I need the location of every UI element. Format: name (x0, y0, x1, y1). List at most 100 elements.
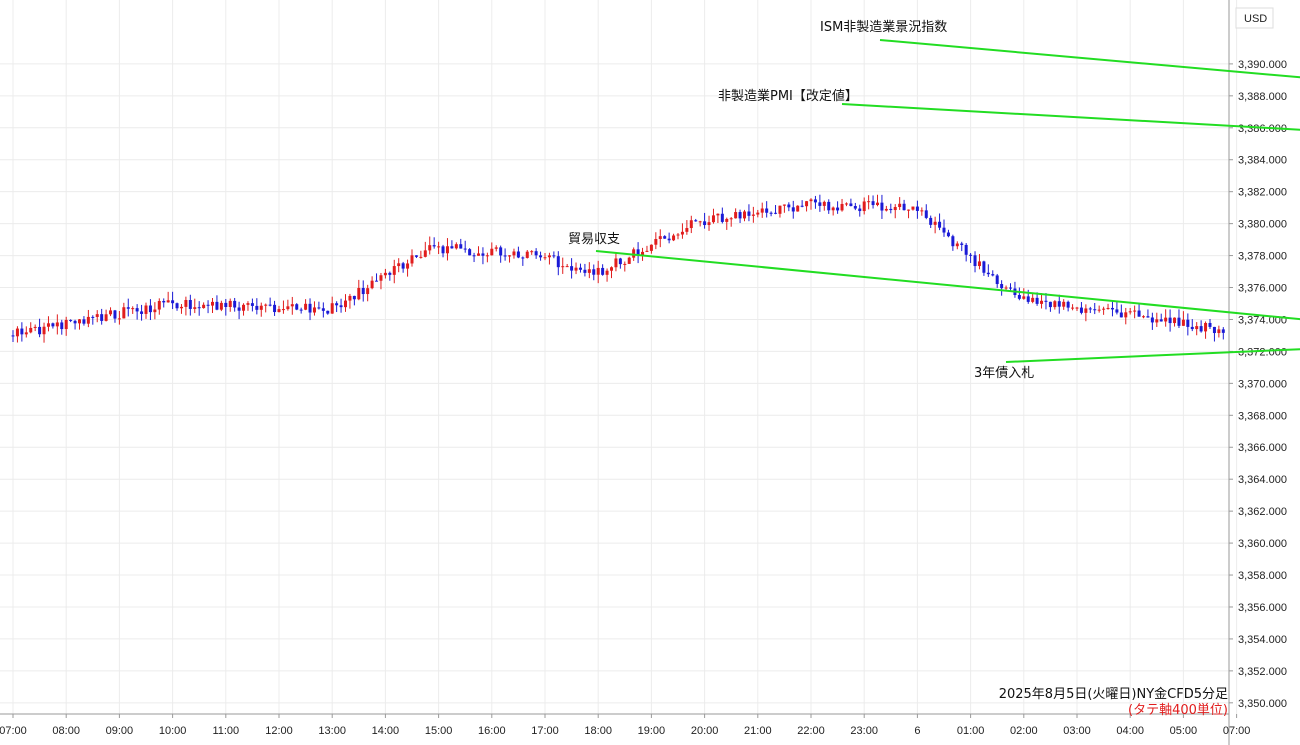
candle-body (632, 249, 636, 258)
candle-body (583, 269, 587, 273)
candle-body (818, 202, 822, 206)
candle-body (1000, 284, 1004, 289)
candle-body (321, 308, 325, 311)
x-tick-label: 10:00 (159, 725, 187, 737)
candle-body (330, 303, 334, 314)
candle-body (246, 303, 250, 305)
candle-body (880, 202, 884, 211)
chart-caption: 2025年8月5日(火曜日)NY金CFD5分足 (998, 687, 1228, 702)
candle-body (1044, 300, 1048, 302)
candle-body (627, 257, 631, 264)
candle-body (547, 255, 551, 258)
candle-body (233, 300, 237, 308)
candle-body (876, 202, 879, 206)
candle-body (760, 208, 764, 213)
candle-body (907, 209, 911, 211)
candle-body (38, 326, 42, 335)
candle-body (82, 319, 86, 324)
candle-body (1102, 308, 1106, 310)
candle-body (1119, 312, 1123, 318)
x-tick-label: 08:00 (52, 725, 80, 737)
candle-body (556, 256, 560, 268)
candle-body (1022, 296, 1026, 299)
candle-body (55, 322, 59, 327)
candle-body (1084, 308, 1088, 313)
candle-body (1088, 308, 1092, 310)
candle-body (379, 275, 383, 281)
candle-body (813, 199, 817, 203)
candle-body (499, 247, 503, 256)
candle-body (672, 235, 676, 241)
y-tick-label: 3,350.000 (1238, 698, 1287, 710)
candle-body (1133, 310, 1137, 312)
candle-body (463, 248, 467, 250)
candle-body (1062, 301, 1066, 307)
candle-body (614, 258, 618, 268)
candle-body (986, 272, 990, 275)
candle-body (663, 236, 667, 239)
candle-body (543, 257, 547, 259)
candle-body (1181, 319, 1185, 326)
candle-body (711, 215, 715, 223)
candle-body (51, 323, 55, 327)
candle-body (326, 310, 330, 314)
candle-body (1040, 300, 1044, 304)
candle-body (587, 269, 591, 273)
candle-body (78, 319, 81, 324)
y-tick-label: 3,356.000 (1238, 602, 1287, 614)
candle-body (397, 263, 401, 267)
y-tick-label: 3,368.000 (1238, 410, 1287, 422)
candle-body (494, 247, 498, 249)
candle-body (1137, 310, 1141, 317)
candle-body (468, 249, 472, 256)
chart-subcaption: (タテ軸400単位) (1128, 703, 1228, 718)
candle-body (787, 204, 791, 208)
candle-body (601, 267, 605, 275)
candle-body (951, 236, 955, 247)
candle-body (113, 310, 117, 319)
candle-body (153, 309, 157, 313)
x-tick-label: 23:00 (850, 725, 878, 737)
candle-body (432, 245, 436, 247)
candle-body (348, 295, 352, 301)
candle-body (42, 326, 46, 335)
candle-body (867, 201, 871, 203)
candle-body (1195, 326, 1199, 330)
x-tick-label: 07:00 (1223, 725, 1251, 737)
candle-body (836, 207, 840, 211)
candle-body (286, 306, 290, 310)
candle-body (756, 212, 760, 215)
candle-body (1186, 319, 1190, 327)
candle-body (512, 251, 516, 256)
candle-body (193, 307, 197, 309)
candle-body (1115, 309, 1119, 313)
candle-body (929, 217, 933, 225)
candle-body (898, 203, 902, 208)
y-tick-label: 3,388.000 (1238, 91, 1287, 103)
candle-body (1212, 326, 1216, 334)
candle-body (858, 208, 862, 212)
annotations: 貿易収支 非製造業PMI【改定値】 ISM非製造業景況指数 3年債入札 (568, 19, 1300, 381)
candle-body (73, 320, 77, 324)
candle-body (658, 236, 662, 240)
x-tick-label: 13:00 (318, 725, 346, 737)
candle-body (441, 246, 445, 254)
candle-body (734, 212, 738, 219)
x-tick-label: 01:00 (957, 725, 985, 737)
candle-body (140, 311, 144, 314)
candle-body (122, 307, 126, 319)
candle-body (995, 275, 999, 285)
candle-body (388, 272, 392, 275)
x-tick-label: 21:00 (744, 725, 772, 737)
candle-body (1035, 297, 1039, 304)
candle-body (578, 267, 582, 270)
candle-body (472, 255, 476, 257)
candle-body (791, 207, 795, 212)
candle-body (782, 204, 786, 206)
candle-body (1048, 301, 1052, 308)
candle-body (680, 231, 684, 235)
candle-body (751, 214, 755, 216)
candle-body (1150, 317, 1154, 323)
candle-body (450, 246, 454, 249)
